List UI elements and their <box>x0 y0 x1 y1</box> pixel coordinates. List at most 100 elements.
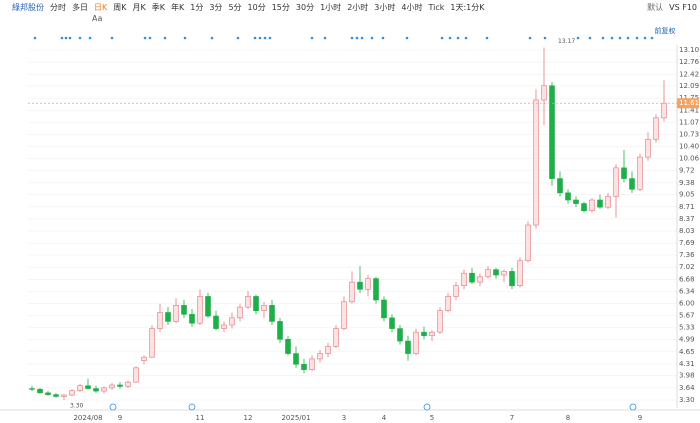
candle-body <box>597 199 603 208</box>
candle-body <box>397 328 403 342</box>
y-tick-label: 10.73 <box>679 131 699 139</box>
adjust-label[interactable]: 前复权 <box>655 26 676 35</box>
y-tick-label: 12.42 <box>679 70 699 78</box>
candle-body <box>229 317 235 326</box>
stock[interactable]: 綠邦股份 <box>12 2 44 12</box>
candle-body <box>125 381 131 387</box>
candle-body <box>109 384 115 389</box>
candle-body <box>157 312 163 329</box>
candle-body <box>245 296 251 308</box>
y-tick-label: 9.05 <box>679 191 695 199</box>
candle-body <box>405 340 411 354</box>
event-dot <box>143 36 147 40</box>
candle-body <box>389 317 395 329</box>
event-dot <box>381 36 385 40</box>
font-tool[interactable]: Aa <box>92 14 103 23</box>
event-dot <box>64 36 68 40</box>
candle-body <box>549 85 555 179</box>
candle-body <box>557 178 563 194</box>
tab[interactable]: 30分 <box>295 2 315 12</box>
y-tick-label: 9.72 <box>679 167 695 175</box>
calendar-icon <box>629 403 637 411</box>
candle-body <box>365 278 371 290</box>
candle-body <box>637 156 643 190</box>
candle-body <box>661 102 667 119</box>
candle-body <box>453 285 459 297</box>
event-dot <box>643 36 647 40</box>
tab[interactable]: 3小时 <box>374 2 396 12</box>
tab[interactable]: 分时 <box>50 2 66 12</box>
event-dot <box>210 36 214 40</box>
active[interactable]: 日K <box>94 2 108 12</box>
right[interactable]: 默认 <box>647 2 664 12</box>
last-price-label: 11.61 <box>679 99 699 107</box>
tab[interactable]: 季K <box>151 2 165 12</box>
y-tick-label: 8.03 <box>679 227 695 235</box>
tab[interactable]: VS F10 <box>669 2 697 12</box>
y-tick-label: 12.76 <box>679 58 700 66</box>
candle-body <box>45 392 51 395</box>
last-price-box <box>677 98 699 109</box>
candle-body <box>565 192 571 201</box>
event-dot <box>440 36 444 40</box>
event-dot <box>78 36 82 40</box>
x-tick-label: 2025/01 <box>281 414 310 422</box>
event-dot <box>626 36 630 40</box>
tab[interactable]: 4小时 <box>401 2 423 12</box>
candle-body <box>381 299 387 319</box>
x-tick-label: 5 <box>430 414 434 422</box>
event-dot <box>68 36 72 40</box>
tab[interactable]: Tick <box>428 2 445 12</box>
tab[interactable]: 1天:1分K <box>450 2 485 12</box>
toolbar-tools: Aa <box>0 13 700 24</box>
candle-body <box>93 388 99 392</box>
candle-body <box>181 305 187 315</box>
tab[interactable]: 10分 <box>247 2 266 12</box>
candle-body <box>69 390 75 396</box>
y-tick-label: 11.07 <box>679 119 699 127</box>
tab[interactable]: 2小时 <box>347 2 369 12</box>
candle-body <box>485 269 491 278</box>
y-tick-label: 3.30 <box>679 396 695 404</box>
y-tick-label: 5.33 <box>679 324 695 332</box>
candle-body <box>133 367 139 383</box>
tab[interactable]: 5分 <box>228 2 242 12</box>
candle-body <box>437 310 443 333</box>
candle-body <box>77 385 83 392</box>
event-dot <box>448 36 452 40</box>
candle-body <box>253 296 259 312</box>
event-dot <box>456 36 460 40</box>
candle-body <box>117 384 123 387</box>
x-tick-label: 9 <box>118 414 122 422</box>
tab[interactable]: 1分 <box>190 2 204 12</box>
candle-body <box>53 394 59 397</box>
tab[interactable]: 月K <box>132 2 146 12</box>
tab[interactable]: 15分 <box>271 2 290 12</box>
candle-body <box>173 305 179 322</box>
event-dot <box>88 36 92 40</box>
candle-body <box>613 167 619 197</box>
candle-body <box>309 358 315 370</box>
candle-body <box>621 167 627 179</box>
event-dot <box>610 36 614 40</box>
candle-body <box>533 99 539 226</box>
event-dot <box>370 36 374 40</box>
y-tick-label: 8.71 <box>679 203 695 211</box>
tab[interactable]: 年K <box>171 2 185 12</box>
event-dot <box>350 36 354 40</box>
y-tick-label: 3.64 <box>679 384 695 392</box>
event-dot <box>236 36 240 40</box>
event-dot <box>110 36 114 40</box>
candle-body <box>373 278 379 301</box>
tab[interactable]: 3分 <box>209 2 223 12</box>
event-dot <box>263 36 267 40</box>
event-dot <box>601 36 605 40</box>
tab[interactable]: 多日 <box>72 2 88 12</box>
tab[interactable]: 周K <box>113 2 127 12</box>
candle-body <box>653 117 659 140</box>
event-dot <box>464 36 468 40</box>
event-dot <box>268 36 272 40</box>
x-tick-label: 2024/08 <box>73 414 102 422</box>
tab[interactable]: 1小时 <box>320 2 342 12</box>
candle-body <box>477 276 483 283</box>
